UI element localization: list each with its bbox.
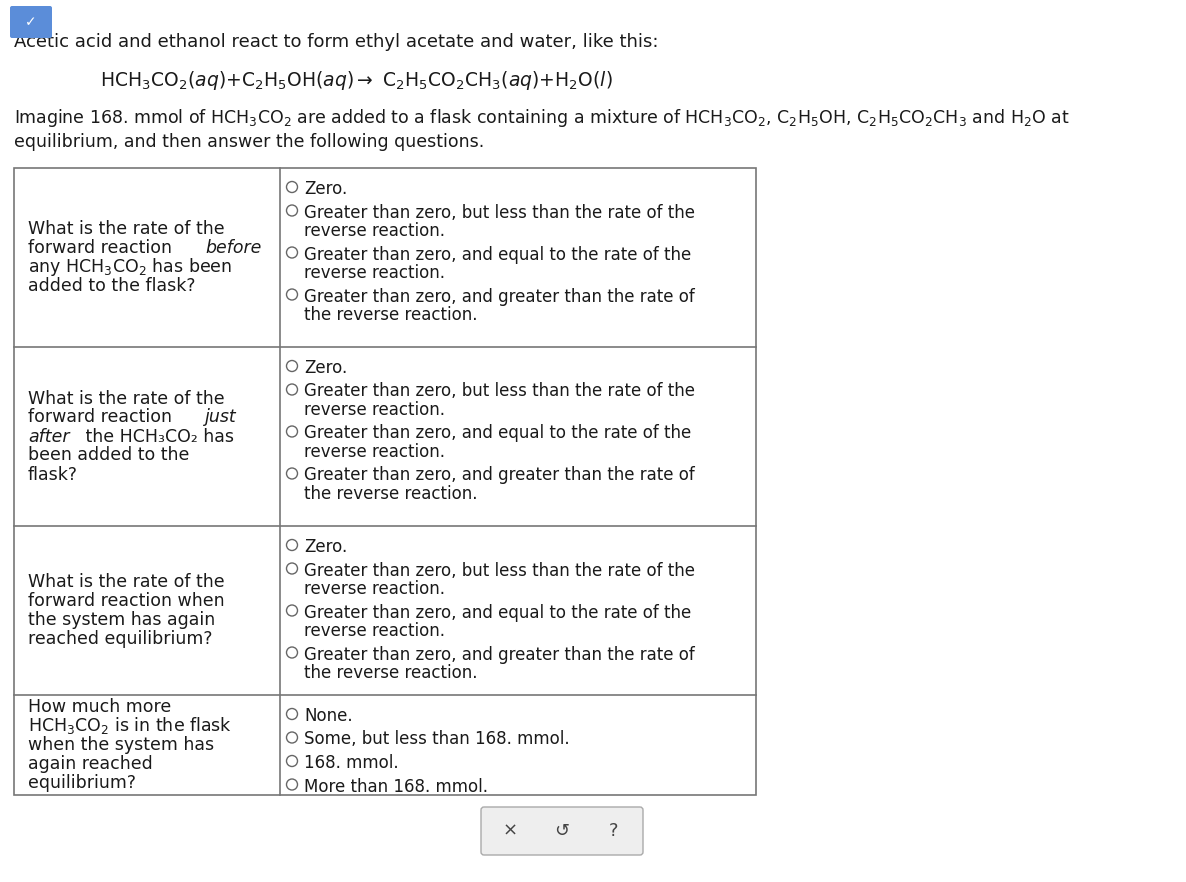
Text: 168. mmol.: 168. mmol. xyxy=(305,754,400,772)
Circle shape xyxy=(287,182,298,192)
Text: the system has again: the system has again xyxy=(28,611,215,629)
Text: ↺: ↺ xyxy=(554,822,569,840)
Text: Zero.: Zero. xyxy=(305,538,347,556)
Text: Greater than zero, but less than the rate of the: Greater than zero, but less than the rat… xyxy=(305,562,695,579)
Text: the reverse reaction.: the reverse reaction. xyxy=(305,485,478,503)
Text: reverse reaction.: reverse reaction. xyxy=(305,443,446,461)
Text: Greater than zero, and greater than the rate of: Greater than zero, and greater than the … xyxy=(305,646,695,663)
Text: How much more: How much more xyxy=(28,698,171,716)
Text: equilibrium?: equilibrium? xyxy=(28,774,136,792)
FancyBboxPatch shape xyxy=(9,6,52,38)
Text: Acetic acid and ethanol react to form ethyl acetate and water, like this:: Acetic acid and ethanol react to form et… xyxy=(14,33,658,51)
Text: flask?: flask? xyxy=(28,466,78,483)
Text: the reverse reaction.: the reverse reaction. xyxy=(305,306,478,324)
Text: Imagine 168. mmol of HCH$_3$CO$_2$ are added to a flask containing a mixture of : Imagine 168. mmol of HCH$_3$CO$_2$ are a… xyxy=(14,107,1070,129)
Text: HCH$_3$CO$_2$($\mathit{aq}$)+C$_2$H$_5$OH($\mathit{aq}$)$\rightarrow$ C$_2$H$_5$: HCH$_3$CO$_2$($\mathit{aq}$)+C$_2$H$_5$O… xyxy=(100,69,613,92)
FancyBboxPatch shape xyxy=(482,807,643,855)
Text: reverse reaction.: reverse reaction. xyxy=(305,222,446,240)
Text: just: just xyxy=(205,408,237,427)
Circle shape xyxy=(287,540,298,550)
Text: HCH$_3$CO$_2$ is in the flask: HCH$_3$CO$_2$ is in the flask xyxy=(28,715,232,736)
Text: reached equilibrium?: reached equilibrium? xyxy=(28,630,212,648)
Circle shape xyxy=(287,605,298,616)
Text: Greater than zero, and greater than the rate of: Greater than zero, and greater than the … xyxy=(305,467,695,484)
Text: Zero.: Zero. xyxy=(305,180,347,198)
Circle shape xyxy=(287,205,298,216)
Text: Zero.: Zero. xyxy=(305,359,347,377)
Text: when the system has: when the system has xyxy=(28,736,215,754)
Text: What is the rate of the: What is the rate of the xyxy=(28,220,224,238)
Text: What is the rate of the: What is the rate of the xyxy=(28,390,224,407)
Text: reverse reaction.: reverse reaction. xyxy=(305,622,446,640)
Text: added to the flask?: added to the flask? xyxy=(28,277,196,295)
Circle shape xyxy=(287,563,298,574)
Text: reverse reaction.: reverse reaction. xyxy=(305,580,446,598)
Circle shape xyxy=(287,384,298,395)
Text: None.: None. xyxy=(305,707,353,725)
Text: any HCH$_3$CO$_2$ has been: any HCH$_3$CO$_2$ has been xyxy=(28,256,232,278)
Circle shape xyxy=(287,647,298,658)
Text: Greater than zero, and equal to the rate of the: Greater than zero, and equal to the rate… xyxy=(305,424,691,443)
Text: More than 168. mmol.: More than 168. mmol. xyxy=(305,778,489,796)
Circle shape xyxy=(287,756,298,766)
Text: again reached: again reached xyxy=(28,755,153,773)
Circle shape xyxy=(287,468,298,479)
Text: equilibrium, and then answer the following questions.: equilibrium, and then answer the followi… xyxy=(14,133,484,151)
Circle shape xyxy=(287,732,298,743)
Circle shape xyxy=(287,779,298,790)
Text: ?: ? xyxy=(610,822,619,840)
Text: the HCH₃CO₂ has: the HCH₃CO₂ has xyxy=(81,428,234,445)
Text: ✓: ✓ xyxy=(25,15,37,29)
Text: been added to the: been added to the xyxy=(28,446,190,465)
Text: the reverse reaction.: the reverse reaction. xyxy=(305,664,478,682)
Circle shape xyxy=(287,426,298,437)
Text: What is the rate of the: What is the rate of the xyxy=(28,573,224,591)
Bar xyxy=(14,168,755,795)
Text: before: before xyxy=(205,239,261,257)
Circle shape xyxy=(287,247,298,258)
Text: reverse reaction.: reverse reaction. xyxy=(305,264,446,282)
Text: forward reaction: forward reaction xyxy=(28,408,178,427)
Text: Greater than zero, and greater than the rate of: Greater than zero, and greater than the … xyxy=(305,288,695,305)
Text: reverse reaction.: reverse reaction. xyxy=(305,401,446,419)
Text: Greater than zero, and equal to the rate of the: Greater than zero, and equal to the rate… xyxy=(305,245,691,264)
Circle shape xyxy=(287,289,298,300)
Text: ×: × xyxy=(503,822,517,840)
Text: Greater than zero, and equal to the rate of the: Greater than zero, and equal to the rate… xyxy=(305,603,691,622)
Circle shape xyxy=(287,708,298,720)
Text: Some, but less than 168. mmol.: Some, but less than 168. mmol. xyxy=(305,730,570,749)
Text: Greater than zero, but less than the rate of the: Greater than zero, but less than the rat… xyxy=(305,204,695,221)
Text: forward reaction: forward reaction xyxy=(28,239,178,257)
Text: forward reaction when: forward reaction when xyxy=(28,592,224,610)
Text: after: after xyxy=(28,428,70,445)
Text: Greater than zero, but less than the rate of the: Greater than zero, but less than the rat… xyxy=(305,383,695,400)
Circle shape xyxy=(287,361,298,371)
